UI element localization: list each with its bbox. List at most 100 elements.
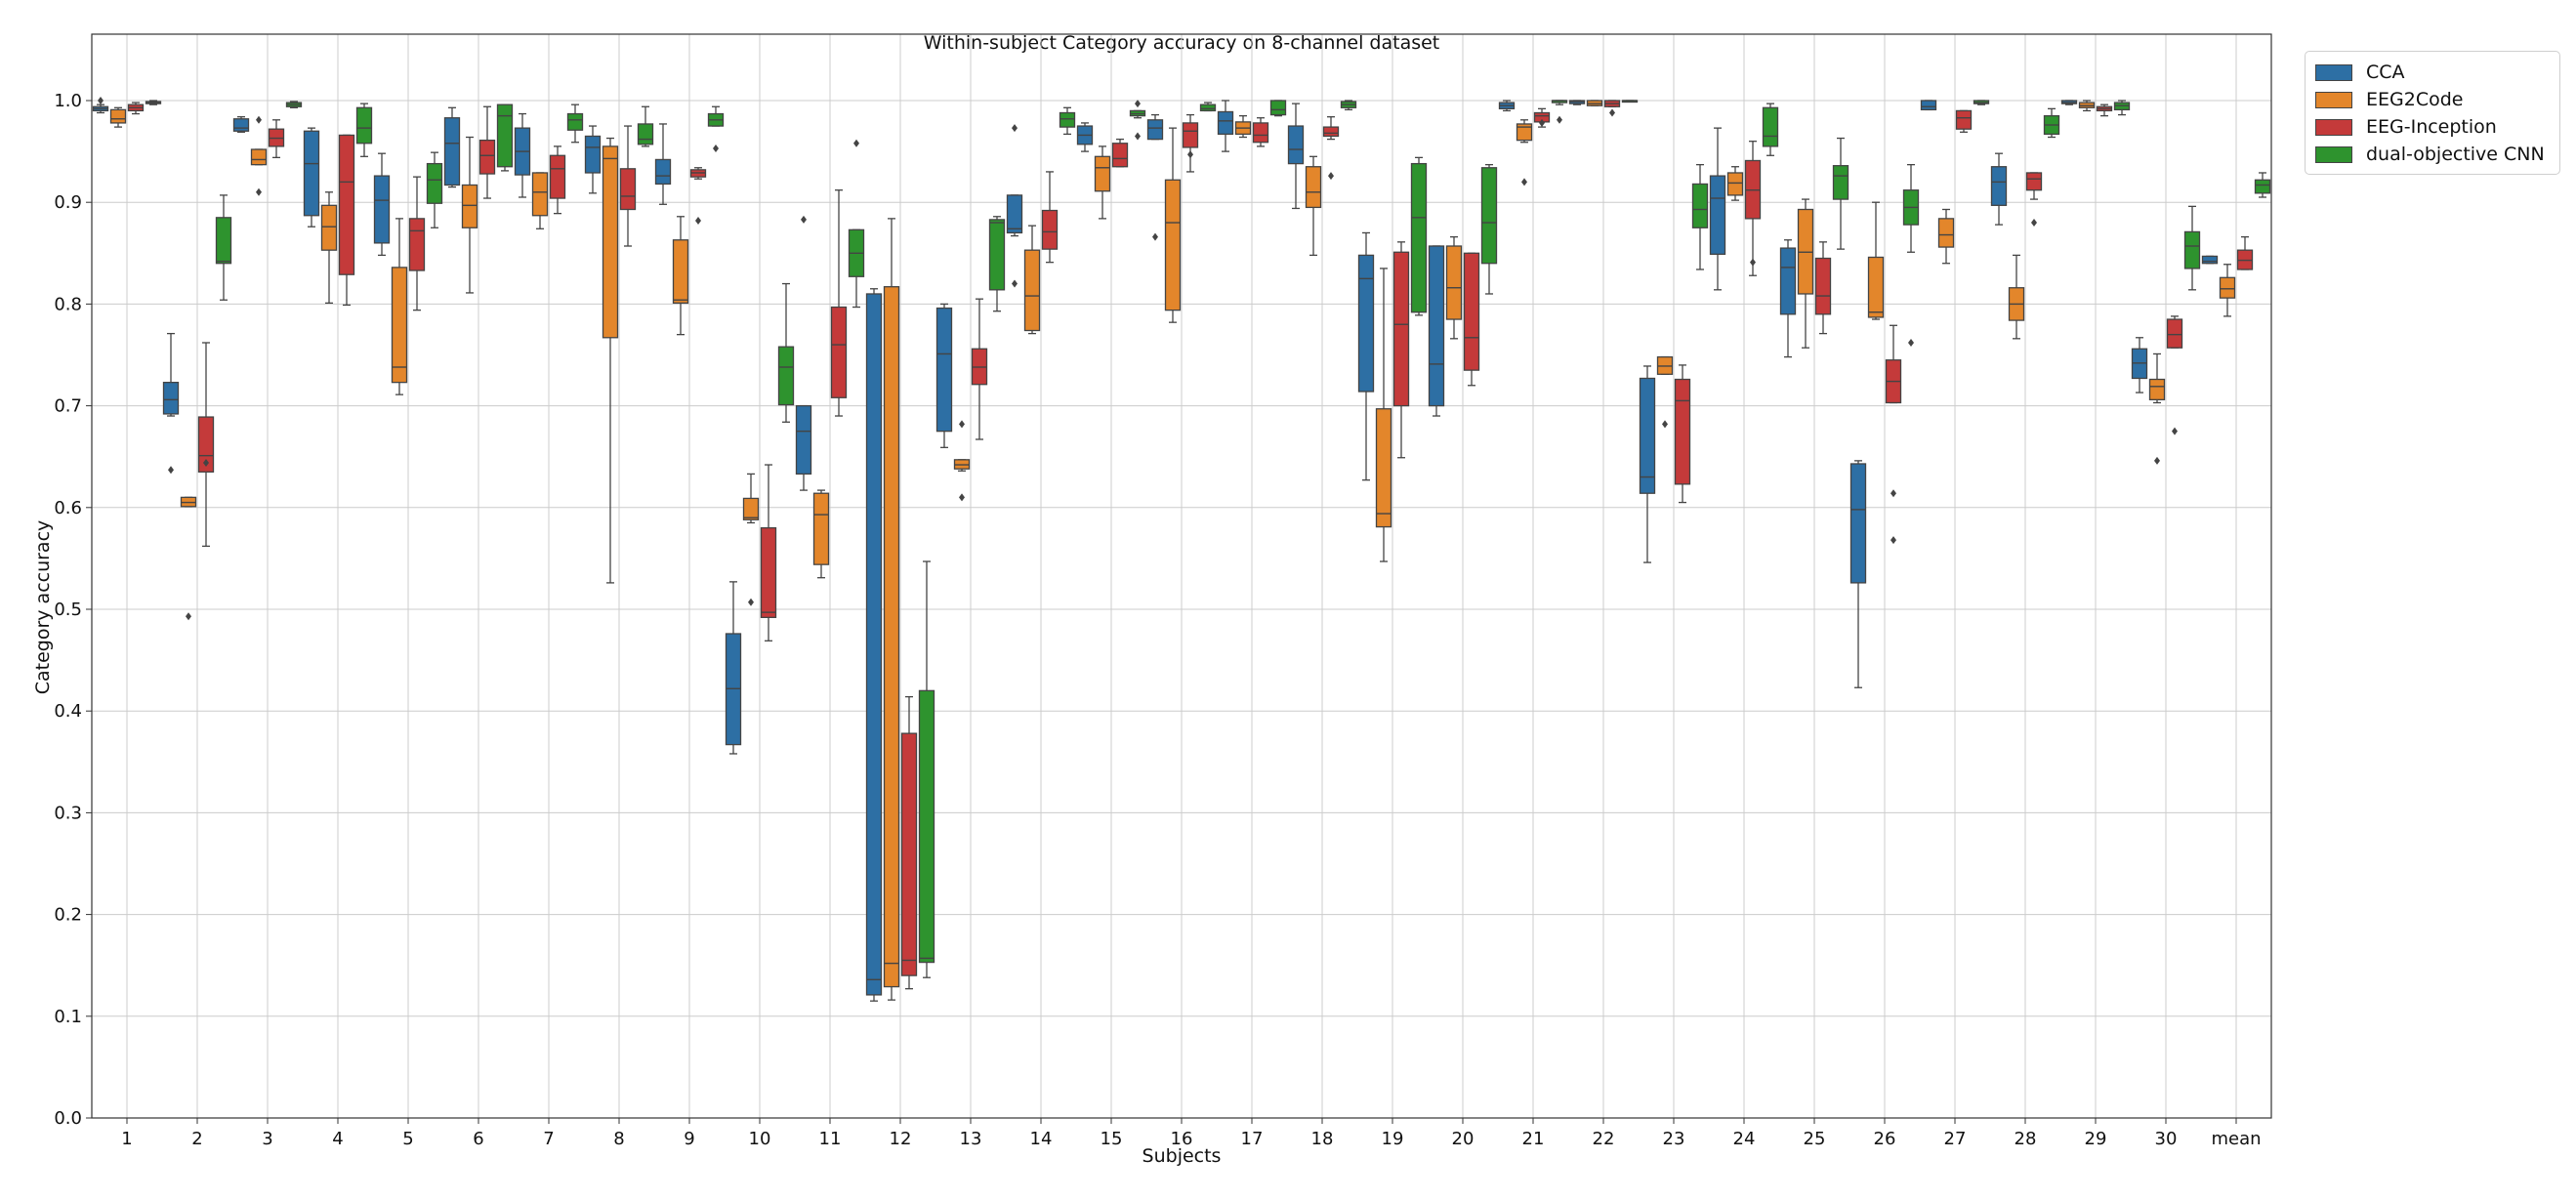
box-body: [1357, 254, 1375, 393]
box-body: [443, 117, 461, 186]
y-tick-label: 0.9: [54, 192, 82, 213]
box: [1041, 171, 1059, 264]
box-body: [1779, 247, 1797, 315]
box: [1392, 241, 1410, 459]
box: [1568, 100, 1586, 105]
box: [1375, 268, 1392, 562]
box-body: [1849, 463, 1867, 584]
box: [1164, 127, 1182, 323]
box: [1287, 103, 1305, 210]
y-axis-label: Category accuracy: [32, 520, 54, 695]
box: [1023, 225, 1041, 335]
box-body: [426, 162, 443, 204]
box: [1902, 163, 1920, 347]
box-body: [549, 154, 566, 199]
box: [865, 288, 883, 1002]
outlier-point: [1187, 150, 1193, 159]
box: [1463, 252, 1480, 387]
box-body: [355, 106, 373, 145]
box: [1973, 100, 1990, 105]
box-body: [2148, 378, 2166, 400]
box: [391, 218, 408, 395]
x-tick-label: 23: [1663, 1129, 1685, 1149]
box: [760, 464, 777, 641]
box: [1217, 100, 1234, 152]
box: [2078, 100, 2096, 112]
outlier-point: [748, 598, 754, 606]
box: [268, 119, 285, 159]
box: [1006, 124, 1023, 288]
outlier-point: [1521, 178, 1527, 186]
outlier-point: [1890, 536, 1896, 545]
box-body: [1269, 100, 1287, 116]
box-body: [1814, 257, 1832, 315]
box: [109, 106, 127, 128]
x-tick-label: 29: [2085, 1129, 2107, 1149]
box: [373, 152, 391, 257]
box-body: [1252, 122, 1269, 144]
box: [1586, 100, 1603, 106]
box: [426, 151, 443, 228]
box: [1603, 100, 1621, 117]
legend-label-cca: CCA: [2366, 62, 2405, 83]
outlier-point: [1609, 108, 1615, 117]
box-body: [215, 217, 232, 265]
box-body: [2166, 318, 2183, 349]
box-body: [935, 307, 953, 433]
y-tick-label: 0.3: [54, 803, 82, 823]
box-body: [1463, 252, 1480, 371]
box-body: [1041, 209, 1059, 250]
box: [1357, 231, 1375, 481]
box-body: [250, 148, 268, 166]
y-tick-label: 0.2: [54, 905, 82, 926]
box: [2148, 352, 2166, 465]
box: [1674, 364, 1691, 504]
box-body: [1375, 408, 1392, 528]
y-tick-label: 0.4: [54, 701, 82, 722]
box: [1849, 460, 1867, 688]
box: [1656, 355, 1674, 429]
box-body: [1164, 179, 1182, 311]
box-body: [918, 689, 935, 964]
legend-label-eeg-inception: EEG-Inception: [2366, 116, 2497, 138]
box: [1410, 156, 1428, 316]
box: [127, 102, 145, 115]
box-body: [1428, 245, 1445, 407]
legend-item-dual-objective-cnn: dual-objective CNN: [2315, 141, 2550, 168]
box: [777, 282, 795, 423]
x-tick-label: 19: [1382, 1129, 1404, 1149]
box: [1885, 324, 1902, 545]
box: [1744, 141, 1762, 276]
box: [2060, 100, 2078, 105]
box: [566, 103, 584, 144]
x-tick-label: 7: [543, 1129, 554, 1149]
box: [1832, 137, 1849, 250]
box-body: [1990, 166, 2008, 206]
legend-item-eeg-inception: EEG-Inception: [2315, 113, 2550, 141]
box: [1428, 245, 1445, 417]
box-body: [1762, 106, 1779, 147]
box-body: [1691, 183, 1709, 228]
box: [1639, 365, 1656, 563]
legend-label-dual-objective-cnn: dual-objective CNN: [2366, 144, 2545, 165]
box: [1199, 102, 1217, 112]
box: [848, 139, 865, 309]
box: [250, 115, 268, 196]
legend-swatch-dual-objective-cnn: [2315, 145, 2352, 163]
box: [1146, 113, 1164, 241]
box-body: [883, 286, 900, 988]
outlier-point: [853, 139, 859, 147]
x-tick-label: 4: [332, 1129, 343, 1149]
box-body: [1182, 122, 1199, 148]
x-tick-label: 14: [1030, 1129, 1053, 1149]
x-tick-label: 18: [1311, 1129, 1334, 1149]
box: [320, 191, 338, 305]
y-tick-label: 0.7: [54, 396, 82, 417]
box-body: [1023, 249, 1041, 332]
box: [1076, 122, 1094, 152]
box: [92, 97, 109, 114]
legend-swatch-eeg2code: [2315, 91, 2352, 108]
box-body: [1709, 175, 1726, 255]
outlier-point: [2154, 456, 2160, 465]
x-tick-label: 16: [1171, 1129, 1193, 1149]
